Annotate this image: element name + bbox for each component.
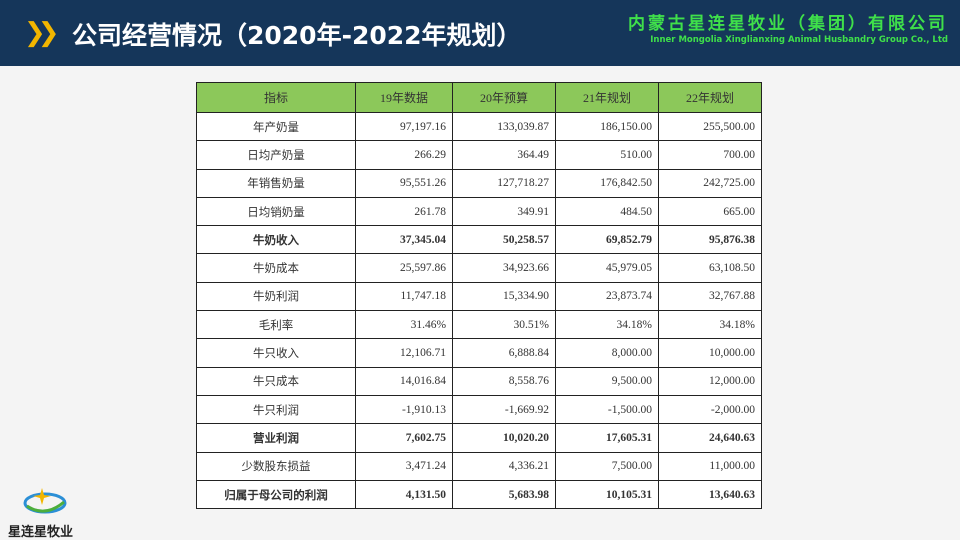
cell-value: 261.78	[354, 196, 454, 227]
cell-value: 25,597.86	[354, 253, 454, 283]
cell-value: 30.51%	[452, 310, 557, 340]
cell-value: 10,105.31	[555, 479, 659, 510]
cell-value: 12,106.71	[354, 338, 454, 368]
table-row: 牛只成本 14,016.84 8,558.76 9,500.00 12,000.00	[196, 366, 762, 396]
cell-value: 4,336.21	[452, 451, 557, 481]
row-label: 牛奶利润	[196, 281, 356, 312]
operations-table: 指标 19年数据 20年预算 21年规划 22年规划 年产奶量 97,197.16…	[196, 82, 762, 510]
cell-value: 266.29	[354, 140, 454, 170]
cell-value: 665.00	[658, 196, 762, 227]
cell-value: 510.00	[555, 140, 659, 170]
column-header: 21年规划	[555, 82, 659, 113]
column-header: 20年预算	[452, 82, 557, 113]
company-brand: 内蒙古星连星牧业（集团）有限公司 Inner Mongolia Xinglian…	[628, 9, 948, 45]
row-label: 毛利率	[196, 310, 356, 340]
cell-value: -1,669.92	[452, 394, 557, 425]
cell-value: -1,500.00	[555, 394, 659, 425]
row-label: 年销售奶量	[196, 168, 356, 198]
row-label: 牛只成本	[196, 366, 356, 396]
cell-value: 8,558.76	[452, 366, 557, 396]
table-row: 牛只利润 -1,910.13 -1,669.92 -1,500.00 -2,000.00	[196, 394, 762, 425]
cell-value: 24,640.63	[658, 423, 762, 453]
cell-value: 37,345.04	[354, 225, 454, 255]
row-label: 少数股东损益	[196, 451, 356, 481]
cell-value: 5,683.98	[452, 479, 557, 510]
cell-value: 15,334.90	[452, 281, 557, 312]
row-label: 日均产奶量	[196, 140, 356, 170]
company-logo	[23, 488, 67, 514]
cell-value: 10,020.20	[452, 423, 557, 453]
cell-value: 7,602.75	[354, 423, 454, 453]
cell-value: 34.18%	[555, 310, 659, 340]
cell-value: 34,923.66	[452, 253, 557, 283]
table-row: 年销售奶量 95,551.26 127,718.27 176,842.50 242,72…	[196, 168, 762, 198]
cell-value: 700.00	[658, 140, 762, 170]
cell-value: -2,000.00	[658, 394, 762, 425]
row-label: 归属于母公司的利润	[196, 479, 356, 510]
row-label: 牛奶收入	[196, 225, 356, 255]
table-row: 牛只收入 12,106.71 6,888.84 8,000.00 10,000.00	[196, 338, 762, 368]
cell-value: 14,016.84	[354, 366, 454, 396]
cell-value: 4,131.50	[354, 479, 454, 510]
column-header: 22年规划	[658, 82, 762, 113]
page-title: 公司经营情况（2020年-2022年规划）	[72, 21, 522, 50]
row-label: 营业利润	[196, 423, 356, 453]
cell-value: 34.18%	[658, 310, 762, 340]
cell-value: 484.50	[555, 196, 659, 227]
cell-value: 255,500.00	[658, 111, 762, 142]
cell-value: 13,640.63	[658, 479, 762, 510]
logo-text: 星连星牧业	[8, 525, 74, 540]
cell-value: 133,039.87	[452, 111, 557, 142]
table-row: 牛奶利润 11,747.18 15,334.90 23,873.74 32,767.88	[196, 281, 762, 312]
table-row: 日均销奶量 261.78 349.91 484.50 665.00	[196, 196, 762, 227]
cell-value: 12,000.00	[658, 366, 762, 396]
cell-value: -1,910.13	[354, 394, 454, 425]
cell-value: 95,551.26	[354, 168, 454, 198]
cell-value: 8,000.00	[555, 338, 659, 368]
cell-value: 6,888.84	[452, 338, 557, 368]
cell-value: 95,876.38	[658, 225, 762, 255]
cell-value: 349.91	[452, 196, 557, 227]
row-label: 日均销奶量	[196, 196, 356, 227]
cell-value: 10,000.00	[658, 338, 762, 368]
cell-value: 32,767.88	[658, 281, 762, 312]
cell-value: 11,747.18	[354, 281, 454, 312]
row-label: 牛只收入	[196, 338, 356, 368]
row-label: 年产奶量	[196, 111, 356, 142]
cell-value: 23,873.74	[555, 281, 659, 312]
cell-value: 9,500.00	[555, 366, 659, 396]
cell-value: 17,605.31	[555, 423, 659, 453]
table-row: 毛利率 31.46% 30.51% 34.18% 34.18%	[196, 310, 762, 340]
cell-value: 69,852.79	[555, 225, 659, 255]
table-row: 年产奶量 97,197.16 133,039.87 186,150.00 255,500…	[196, 111, 762, 142]
cell-value: 97,197.16	[354, 111, 454, 142]
cell-value: 31.46%	[354, 310, 454, 340]
cell-value: 3,471.24	[354, 451, 454, 481]
column-header: 指标	[196, 82, 356, 113]
row-label: 牛奶成本	[196, 253, 356, 283]
table-row: 营业利润 7,602.75 10,020.20 17,605.31 24,640.63	[196, 423, 762, 453]
table-row: 少数股东损益 3,471.24 4,336.21 7,500.00 11,000.00	[196, 451, 762, 481]
cell-value: 45,979.05	[555, 253, 659, 283]
cell-value: 7,500.00	[555, 451, 659, 481]
cell-value: 11,000.00	[658, 451, 762, 481]
cell-value: 364.49	[452, 140, 557, 170]
cell-value: 186,150.00	[555, 111, 659, 142]
column-header: 19年数据	[354, 82, 454, 113]
table-row: 日均产奶量 266.29 364.49 510.00 700.00	[196, 140, 762, 170]
cell-value: 63,108.50	[658, 253, 762, 283]
double-chevron-icon: ❯❯	[24, 18, 59, 48]
table-row: 牛奶收入 37,345.04 50,258.57 69,852.79 95,876.38	[196, 225, 762, 255]
row-label: 牛只利润	[196, 394, 356, 425]
title-bar: ❯❯ 公司经营情况（2020年-2022年规划） 内蒙古星连星牧业（集团）有限公…	[0, 0, 960, 66]
table-header-row: 指标 19年数据 20年预算 21年规划 22年规划	[196, 82, 762, 113]
table-row: 牛奶成本 25,597.86 34,923.66 45,979.05 63,108.50	[196, 253, 762, 283]
cell-value: 50,258.57	[452, 225, 557, 255]
brand-name-cn: 内蒙古星连星牧业（集团）有限公司	[628, 14, 948, 34]
cell-value: 176,842.50	[555, 168, 659, 198]
brand-name-en: Inner Mongolia Xinglianxing Animal Husba…	[650, 35, 948, 45]
table-row: 归属于母公司的利润 4,131.50 5,683.98 10,105.31 13,640…	[196, 479, 762, 510]
cell-value: 127,718.27	[452, 168, 557, 198]
cell-value: 242,725.00	[658, 168, 762, 198]
